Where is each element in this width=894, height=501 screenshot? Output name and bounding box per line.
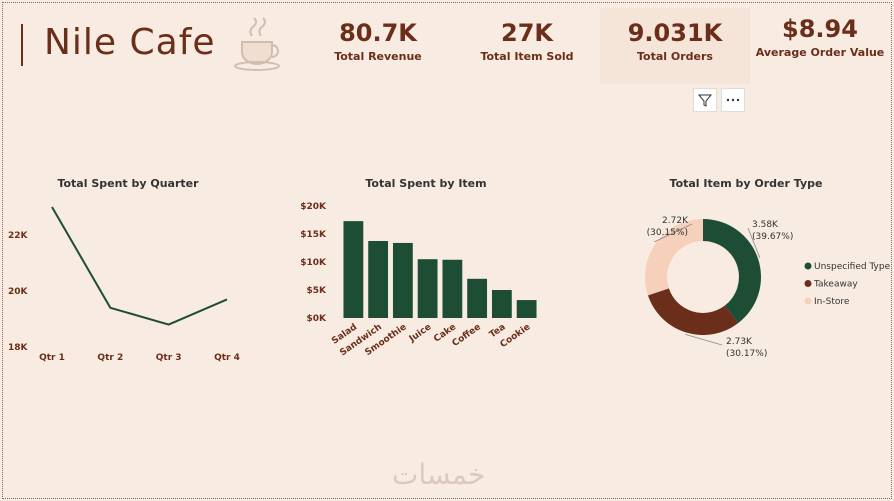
percent-label: (30.17%)	[726, 349, 767, 359]
y-tick-label: $20K	[300, 202, 327, 212]
kpi-value: $8.94	[782, 15, 858, 43]
y-tick-label: $0K	[307, 314, 328, 324]
kpi-card: 9.031K Total Orders	[600, 8, 750, 84]
x-tick-label: Qtr 4	[214, 353, 240, 363]
kpi-label: Total Orders	[637, 50, 713, 63]
value-label: 2.72K	[662, 216, 689, 226]
value-label: 3.58K	[752, 220, 779, 230]
more-options-button[interactable]	[721, 88, 745, 112]
filter-icon	[697, 94, 713, 107]
line	[51, 206, 228, 326]
title-accent	[21, 24, 23, 66]
value-label: 2.73K	[726, 337, 753, 347]
kpi-label: Average Order Value	[755, 46, 885, 59]
y-tick-label: $15K	[300, 230, 327, 240]
legend-swatch	[804, 297, 812, 305]
leader-line	[654, 223, 693, 243]
leader-line	[685, 333, 723, 346]
percent-label: (30.15%)	[647, 228, 688, 238]
bar	[392, 242, 413, 318]
y-tick-label: 20K	[8, 287, 29, 297]
kpi-label: Total Revenue	[334, 50, 422, 63]
bar	[368, 241, 389, 318]
filter-button[interactable]	[693, 88, 717, 112]
y-tick-label: $5K	[307, 286, 328, 296]
bar	[491, 290, 512, 318]
watermark: خمسات	[392, 458, 486, 491]
chart-title: Total Item by Order Type	[670, 177, 823, 190]
kpi-value: 27K	[501, 19, 553, 47]
bar	[343, 221, 364, 318]
y-tick-label: 18K	[8, 343, 29, 353]
legend-swatch	[804, 280, 812, 287]
legend-label: Takeaway	[813, 280, 858, 290]
percent-label: (39.67%)	[752, 232, 793, 242]
coffee-icon	[234, 17, 280, 71]
more-icon	[726, 98, 740, 102]
kpi-card: 27K Total Item Sold	[452, 18, 602, 63]
x-tick-label: Juice	[407, 322, 433, 345]
donut-slice	[647, 288, 739, 335]
legend-label: Unspecified Type	[814, 262, 891, 272]
y-tick-label: 22K	[8, 231, 29, 241]
donut-slice	[645, 219, 703, 296]
chart-title: Total Spent by Item	[365, 177, 486, 190]
dashboard-title: Nile Cafe	[44, 22, 216, 63]
y-tick-label: $10K	[300, 258, 327, 268]
bar	[516, 300, 537, 318]
kpi-card: 80.7K Total Revenue	[303, 18, 453, 63]
bar	[467, 278, 488, 318]
x-tick-label: Qtr 3	[156, 353, 182, 363]
bar	[442, 259, 463, 318]
x-tick-label: Qtr 1	[39, 353, 65, 363]
kpi-value: 9.031K	[627, 19, 723, 47]
kpi-label: Total Item Sold	[480, 50, 574, 63]
legend-label: In-Store	[814, 297, 850, 307]
chart-title: Total Spent by Quarter	[57, 177, 199, 190]
x-tick-label: Coffee	[451, 322, 483, 349]
x-tick-label: Qtr 2	[97, 353, 123, 363]
leader-line	[747, 227, 761, 258]
donut-slice	[703, 219, 761, 324]
kpi-card: $8.94 Average Order Value	[745, 14, 894, 59]
kpi-value: 80.7K	[339, 19, 417, 47]
bar	[417, 259, 438, 318]
legend-swatch	[804, 262, 812, 270]
